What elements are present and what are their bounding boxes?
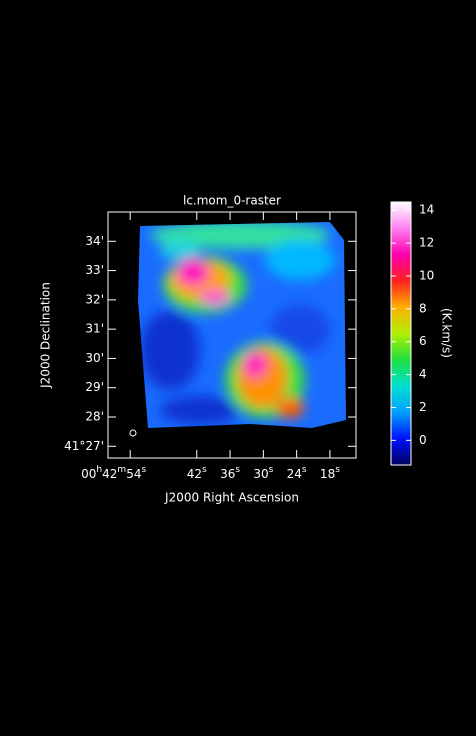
y-tick-label: 28' xyxy=(85,410,104,424)
x-tick-label: 30s xyxy=(253,465,273,481)
y-tick-label: 32' xyxy=(85,292,104,306)
x-tick-label: 36s xyxy=(220,465,240,481)
x-tick-label: 00h42m54s xyxy=(81,465,146,481)
x-axis-label: J2000 Right Ascension xyxy=(164,491,299,505)
colorbar-label: (K.km/s) xyxy=(440,308,454,358)
y-tick-label: 29' xyxy=(85,380,104,394)
colorbar-tick-label: 14 xyxy=(419,203,434,217)
colorbar-tick-label: 2 xyxy=(419,400,427,414)
colorbar-tick-label: 0 xyxy=(419,433,427,447)
colorbar xyxy=(390,201,412,466)
x-tick-label: 18s xyxy=(320,465,340,481)
chart-title: lc.mom_0-raster xyxy=(183,194,281,208)
emission-map xyxy=(138,222,346,428)
y-tick-label: 41°27' xyxy=(64,439,104,453)
colorbar-tick-label: 10 xyxy=(419,268,434,282)
colorbar-tick-label: 8 xyxy=(419,301,427,315)
y-tick-label: 31' xyxy=(85,322,104,336)
colorbar-tick-label: 12 xyxy=(419,236,434,250)
colorbar-tick-label: 6 xyxy=(419,334,427,348)
x-tick-label: 42s xyxy=(187,465,207,481)
beam xyxy=(129,429,137,437)
colorbar-tick-label: 4 xyxy=(419,367,427,381)
y-axis-label: J2000 Declination xyxy=(39,282,53,389)
y-tick-label: 33' xyxy=(85,263,104,277)
y-tick-label: 34' xyxy=(85,234,104,248)
y-tick-label: 30' xyxy=(85,351,104,365)
x-tick-label: 24s xyxy=(287,465,307,481)
frame xyxy=(107,211,357,459)
